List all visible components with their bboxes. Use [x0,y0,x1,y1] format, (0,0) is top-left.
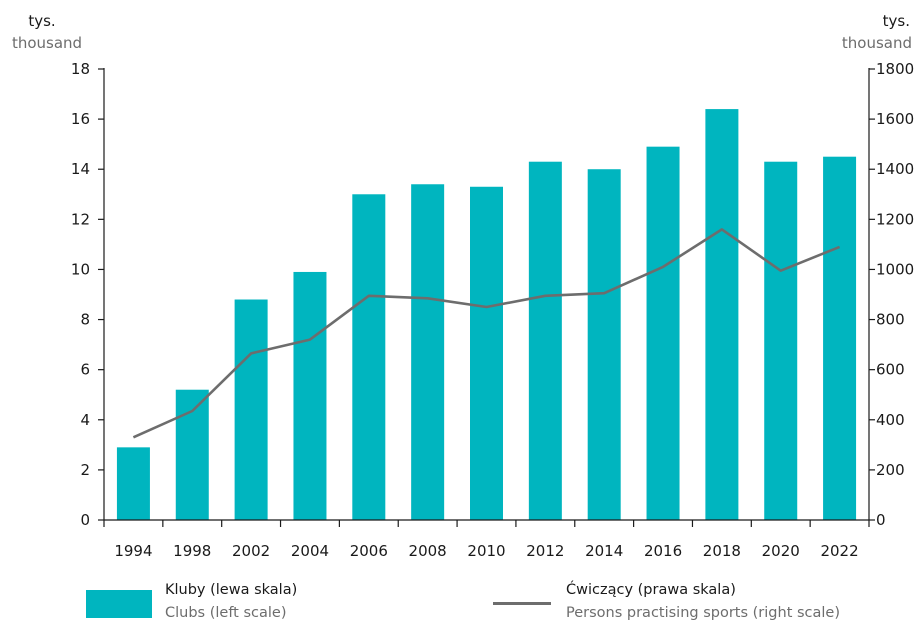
x-tick-label-2002: 2002 [232,542,270,560]
bar-2010 [470,186,503,520]
right-tick-label-1400: 1400 [876,160,914,178]
bar-2006 [352,194,386,520]
right-tick-label-200: 200 [876,461,905,479]
legend-label-persons-pl: Ćwiczący (prawa skala) [566,582,736,598]
line-persons-practising-sports [132,228,841,439]
x-tick-label-2008: 2008 [409,542,447,560]
bar-2018 [705,109,739,520]
right-tick-label-400: 400 [876,411,905,429]
left-tick-label-12: 12 [71,210,90,228]
x-tick-label-1994: 1994 [114,542,152,560]
bar-2002 [234,299,268,520]
legend-item-clubs: Kluby (lewa skala) Clubs (left scale) [0,572,420,625]
left-tick-label-14: 14 [71,160,90,178]
right-unit-label-en: thousand [842,34,912,52]
left-tick-label-10: 10 [71,260,90,278]
left-tick-label-2: 2 [80,461,90,479]
right-tick-label-1600: 1600 [876,110,914,128]
x-tick-label-1998: 1998 [173,542,211,560]
x-tick-label-2022: 2022 [820,542,858,560]
bar-2022 [823,156,857,520]
left-tick-label-8: 8 [80,311,90,329]
right-tick-label-1200: 1200 [876,210,914,228]
right-tick-label-0: 0 [876,511,886,529]
left-unit-label-en: thousand [12,34,82,52]
left-tick-label-16: 16 [71,110,90,128]
x-tick-label-2018: 2018 [703,542,741,560]
legend-label-clubs-en: Clubs (left scale) [165,605,287,621]
bar-2014 [587,169,621,520]
bar-2008 [411,184,445,520]
right-tick-label-1800: 1800 [876,60,914,78]
legend: Kluby (lewa skala) Clubs (left scale) Ćw… [0,572,918,625]
left-tick-label-0: 0 [80,511,90,529]
right-unit-label-pl: tys. [883,12,910,30]
left-tick-label-18: 18 [71,60,90,78]
bar-2016 [646,146,680,520]
legend-label-clubs-pl: Kluby (lewa skala) [165,582,298,598]
legend-item-persons: Ćwiczący (prawa skala) Persons practisin… [420,572,918,625]
combo-chart: 0 2 4 6 8 10 12 14 16 18 0 200 400 600 800 1000 1200 1400… [12,12,914,560]
right-tick-label-1000: 1000 [876,260,914,278]
bar-2020 [764,161,798,520]
x-tick-label-2012: 2012 [526,542,564,560]
legend-swatch-persons [493,602,551,605]
right-tick-label-800: 800 [876,311,905,329]
left-tick-label-4: 4 [80,411,90,429]
right-tick-label-600: 600 [876,361,905,379]
x-tick-label-2014: 2014 [585,542,623,560]
legend-label-persons-en: Persons practising sports (right scale) [566,605,841,621]
left-unit-label-pl: tys. [28,12,55,30]
bar-1994 [116,447,150,520]
x-tick-label-2006: 2006 [350,542,388,560]
x-tick-label-2004: 2004 [291,542,329,560]
left-tick-label-6: 6 [80,361,90,379]
legend-swatch-clubs [86,590,152,618]
x-tick-label-2010: 2010 [467,542,505,560]
x-tick-label-2020: 2020 [762,542,800,560]
bar-2012 [528,161,562,520]
bar-2004 [293,271,327,520]
x-tick-label-2016: 2016 [644,542,682,560]
